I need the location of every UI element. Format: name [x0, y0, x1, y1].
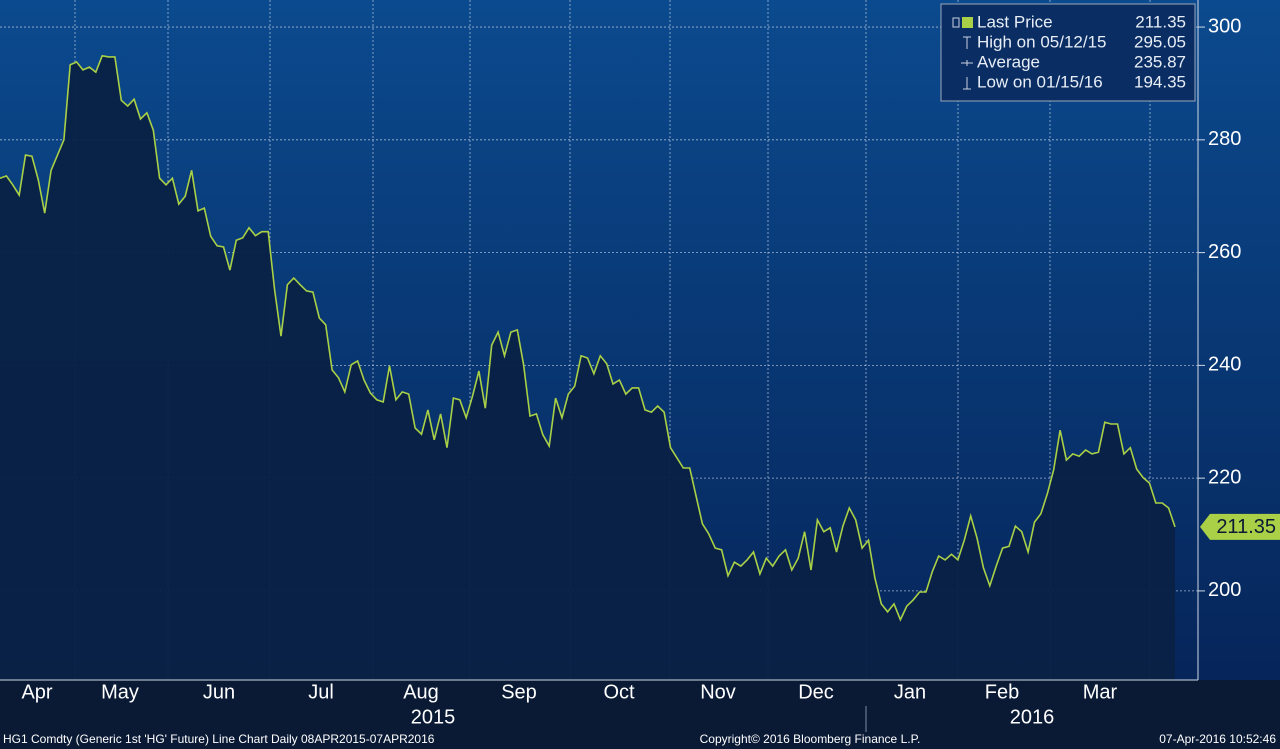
legend-icon: [961, 60, 973, 66]
y-tick-label: 200: [1208, 579, 1241, 601]
last-price-label: 211.35: [1216, 516, 1276, 538]
x-tick-label: Sep: [501, 681, 537, 703]
x-tick-label: Jun: [203, 681, 235, 703]
x-tick-label: May: [101, 681, 139, 703]
x-tick-label: Nov: [700, 681, 736, 703]
legend-value: 211.35: [1135, 12, 1186, 31]
y-tick-label: 300: [1208, 15, 1241, 37]
legend-value: 194.35: [1134, 72, 1186, 91]
x-tick-label: Dec: [798, 681, 834, 703]
year-label: 2015: [411, 706, 456, 728]
legend-value: 295.05: [1134, 32, 1186, 51]
y-tick-label: 240: [1208, 354, 1241, 376]
axis-band: [0, 680, 1280, 749]
legend-icon: [963, 77, 971, 90]
price-line: [0, 54, 1176, 622]
x-tick-label: Mar: [1083, 681, 1118, 703]
x-tick-label: Jul: [308, 681, 334, 703]
x-tick-label: Apr: [21, 681, 52, 703]
legend-label: High on 05/12/15: [977, 32, 1107, 51]
legend-icon: [952, 17, 960, 28]
y-tick-label: 260: [1208, 241, 1241, 263]
y-tick-label: 280: [1208, 128, 1241, 150]
x-tick-label: Feb: [985, 681, 1019, 703]
footer-right: 07-Apr-2016 10:52:46: [1159, 732, 1276, 746]
y-tick-label: 220: [1208, 466, 1241, 488]
legend-value: 235.87: [1134, 52, 1186, 71]
legend-label: Low on 01/15/16: [977, 72, 1103, 91]
x-tick-label: Aug: [403, 681, 439, 703]
x-tick-label: Jan: [894, 681, 926, 703]
legend-box: [940, 3, 1196, 102]
legend-swatch: [962, 17, 973, 28]
legend-label: Average: [977, 52, 1040, 71]
last-price-tag: [1200, 513, 1280, 540]
footer-left: HG1 Comdty (Generic 1st 'HG' Future) Lin…: [3, 732, 435, 746]
legend-label: Last Price: [977, 12, 1053, 31]
area: [0, 55, 1175, 681]
legend: Last Price 211.35 High on 05/12/15 295.0…: [940, 3, 1196, 102]
year-label: 2016: [1010, 706, 1055, 728]
x-tick-label: Oct: [603, 681, 635, 703]
legend-icon: [963, 36, 971, 49]
footer-center: Copyright© 2016 Bloomberg Finance L.P.: [700, 732, 921, 746]
